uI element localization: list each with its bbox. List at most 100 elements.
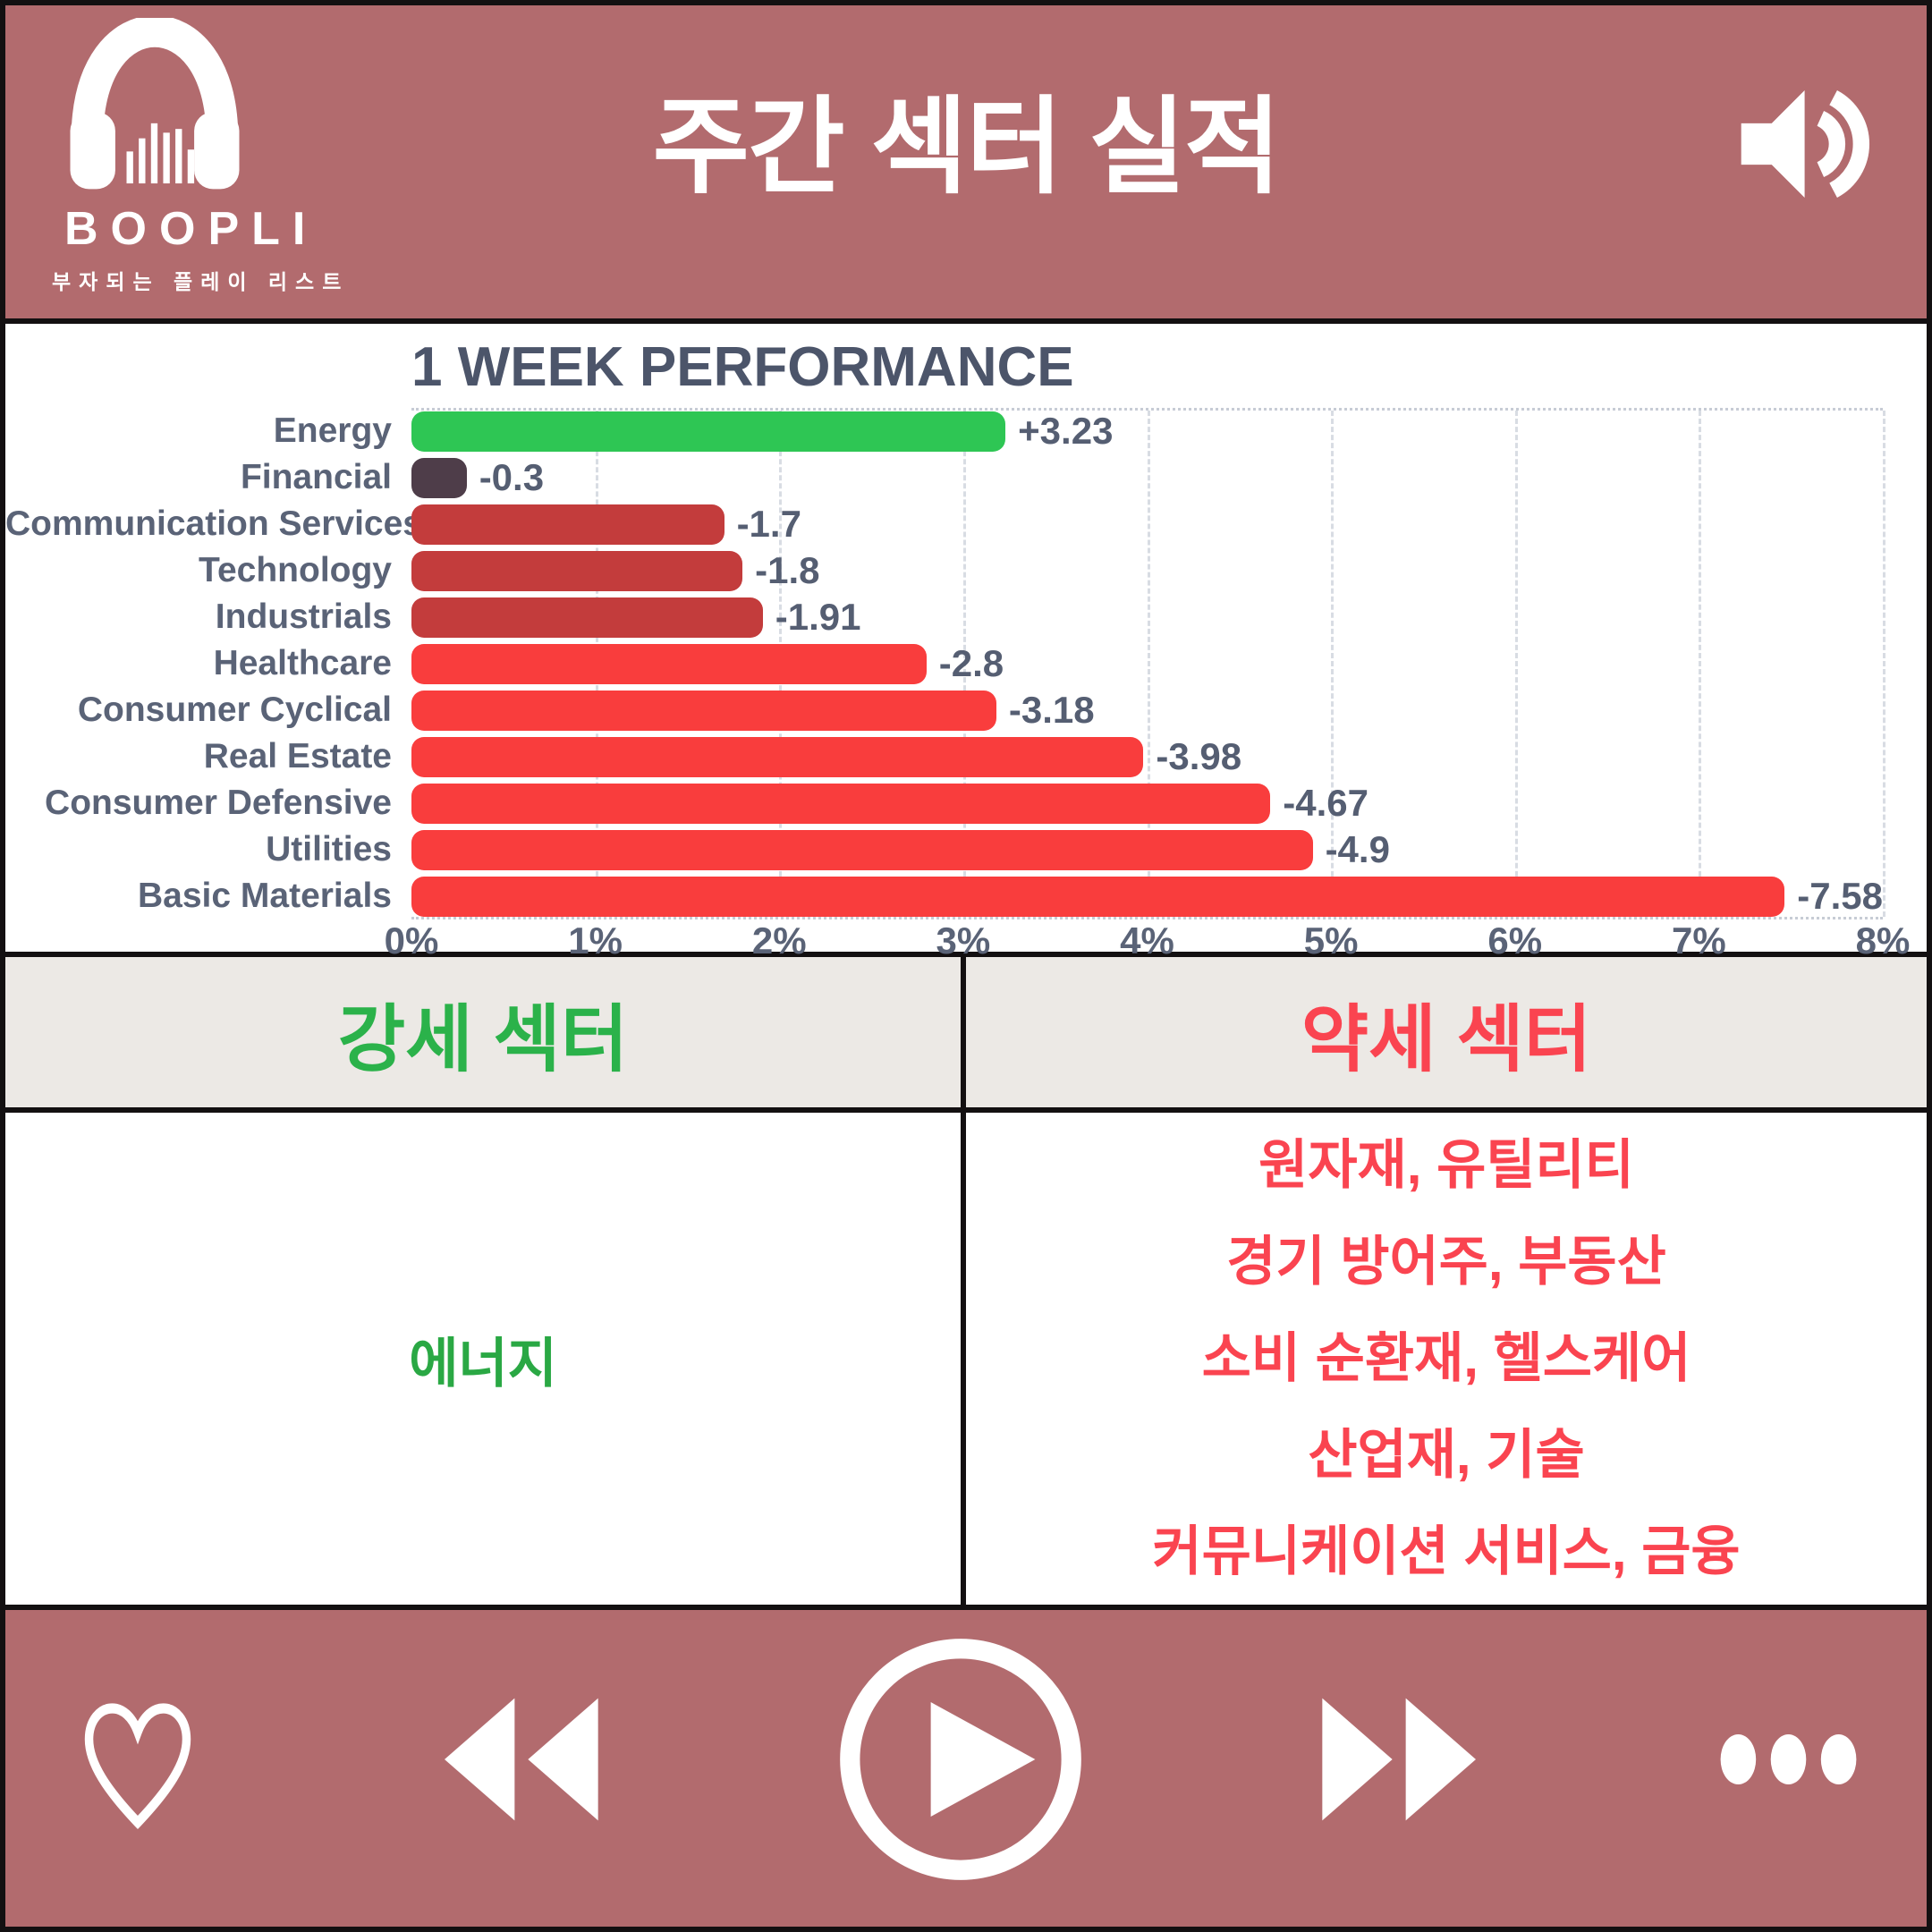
bar-track: -1.8	[411, 549, 1883, 592]
bar	[411, 411, 1006, 452]
weak-sector-line: 경기 방어주, 부동산	[1226, 1232, 1666, 1292]
bar-track: -1.91	[411, 596, 1883, 639]
bar-track: +3.23	[411, 410, 1883, 453]
table-header-row: 강세 섹터 약세 섹터	[5, 957, 1927, 1113]
weak-sector-header-cell: 약세 섹터	[966, 957, 1927, 1107]
category-label: Industrials	[215, 597, 392, 636]
gridline	[1147, 411, 1150, 917]
ellipsis-icon[interactable]	[1715, 1730, 1862, 1789]
bar	[411, 876, 1785, 917]
heart-icon[interactable]	[70, 1679, 206, 1840]
brand-name: BOOPLI	[64, 203, 318, 255]
bar-value-label: -0.3	[479, 456, 545, 498]
category-label: Communication Services	[5, 504, 422, 543]
weak-sector-header: 약세 섹터	[1301, 998, 1592, 1080]
gridline	[1331, 411, 1335, 917]
strong-sector-cell: 에너지	[5, 1113, 966, 1605]
bar-value-label: -4.9	[1325, 828, 1390, 870]
bar	[411, 504, 724, 545]
bar-value-label: -3.18	[1008, 689, 1095, 731]
category-label: Consumer Defensive	[45, 784, 392, 822]
strong-sector-header-cell: 강세 섹터	[5, 957, 966, 1107]
strong-sector-value: 에너지	[409, 1333, 557, 1394]
x-tick-label: 5%	[1303, 919, 1359, 962]
category-label: Basic Materials	[138, 877, 392, 915]
category-label: Utilities	[266, 830, 392, 869]
bar-value-label: -2.8	[938, 642, 1004, 684]
bar-value-label: -1.7	[736, 503, 801, 545]
gridline	[1883, 411, 1885, 917]
gridline	[962, 411, 966, 917]
chart-row: Healthcare -2.8	[5, 640, 1883, 687]
gridline	[1699, 411, 1702, 917]
x-tick-label: 3%	[936, 919, 991, 962]
bar-value-label: -7.58	[1797, 875, 1883, 917]
weak-sector-line: 소비 순환재, 헬스케어	[1201, 1328, 1691, 1388]
header: BOOPLI 부자되는 플레이 리스트 주간 섹터 실적	[5, 5, 1927, 318]
chart-row: Communication Services -1.7	[5, 501, 1883, 547]
chart-row: Industrials -1.91	[5, 594, 1883, 640]
x-tick-label: 2%	[751, 919, 807, 962]
x-tick-label: 1%	[568, 919, 623, 962]
brand-logo: BOOPLI 부자되는 플레이 리스트	[52, 18, 350, 295]
bar-value-label: +3.23	[1018, 410, 1114, 452]
bar-track: -2.8	[411, 642, 1883, 685]
strong-sector-header: 강세 섹터	[337, 998, 629, 1080]
bar	[411, 643, 927, 684]
chart-panel: 1 WEEK PERFORMANCE Energy +3.23 Financial -…	[5, 318, 1927, 962]
x-tick-label: 6%	[1487, 919, 1543, 962]
fast-forward-icon[interactable]	[1310, 1688, 1489, 1831]
category-label: Energy	[273, 411, 392, 450]
category-label: Technology	[199, 551, 392, 589]
bar	[411, 597, 763, 638]
chart-row: Technology -1.8	[5, 547, 1883, 594]
bar-value-label: -1.91	[775, 596, 861, 638]
x-axis: 0% 1% 2% 3% 4% 5% 6% 7% 8%	[385, 919, 1911, 962]
bar-track: -0.3	[411, 456, 1883, 499]
bar	[411, 457, 467, 498]
category-label: Financial	[240, 458, 392, 496]
bar	[411, 690, 996, 731]
weak-sector-line: 산업재, 기술	[1308, 1425, 1585, 1485]
bar-chart: Energy +3.23 Financial -0.3 Communication Se…	[5, 408, 1885, 919]
volume-icon[interactable]	[1727, 77, 1875, 211]
bar	[411, 736, 1144, 777]
bar-value-label: -1.8	[755, 549, 820, 591]
x-tick-label: 7%	[1672, 919, 1726, 962]
category-label: Consumer Cyclical	[77, 691, 392, 729]
bar	[411, 829, 1313, 870]
weak-sector-line: 커뮤니케이션 서비스, 금융	[1152, 1521, 1741, 1581]
category-label: Healthcare	[213, 644, 392, 682]
x-tick-label: 4%	[1120, 919, 1174, 962]
player-controls	[5, 1610, 1927, 1927]
play-button-icon[interactable]	[836, 1635, 1085, 1884]
bar-track: -3.18	[411, 689, 1883, 732]
rewind-icon[interactable]	[431, 1688, 610, 1831]
brand-tagline: 부자되는 플레이 리스트	[52, 270, 350, 293]
chart-row: Basic Materials -7.58	[5, 873, 1883, 919]
weak-sector-line: 원자재, 유틸리티	[1258, 1135, 1634, 1195]
headphones-icon	[70, 18, 240, 190]
chart-row: Energy +3.23	[5, 408, 1883, 454]
chart-row: Consumer Cyclical -3.18	[5, 687, 1883, 733]
bar-track: -4.9	[411, 828, 1883, 871]
bar	[411, 550, 743, 591]
equalizer-bars	[126, 123, 195, 184]
chart-row: Financial -0.3	[5, 454, 1883, 501]
x-tick-label: 0%	[384, 919, 439, 962]
bar-value-label: -3.98	[1156, 735, 1242, 777]
bar-track: -7.58	[411, 875, 1883, 918]
page-title: 주간 섹터 실적	[652, 89, 1282, 207]
bar-track: -4.67	[411, 782, 1883, 825]
chart-row: Real Estate -3.98	[5, 733, 1883, 780]
chart-row: Consumer Defensive -4.67	[5, 780, 1883, 826]
chart-title: 1 WEEK PERFORMANCE	[411, 336, 1074, 398]
bar-track: -3.98	[411, 735, 1883, 778]
bar-track: -1.7	[411, 503, 1883, 546]
x-tick-label: 8%	[1855, 919, 1911, 962]
